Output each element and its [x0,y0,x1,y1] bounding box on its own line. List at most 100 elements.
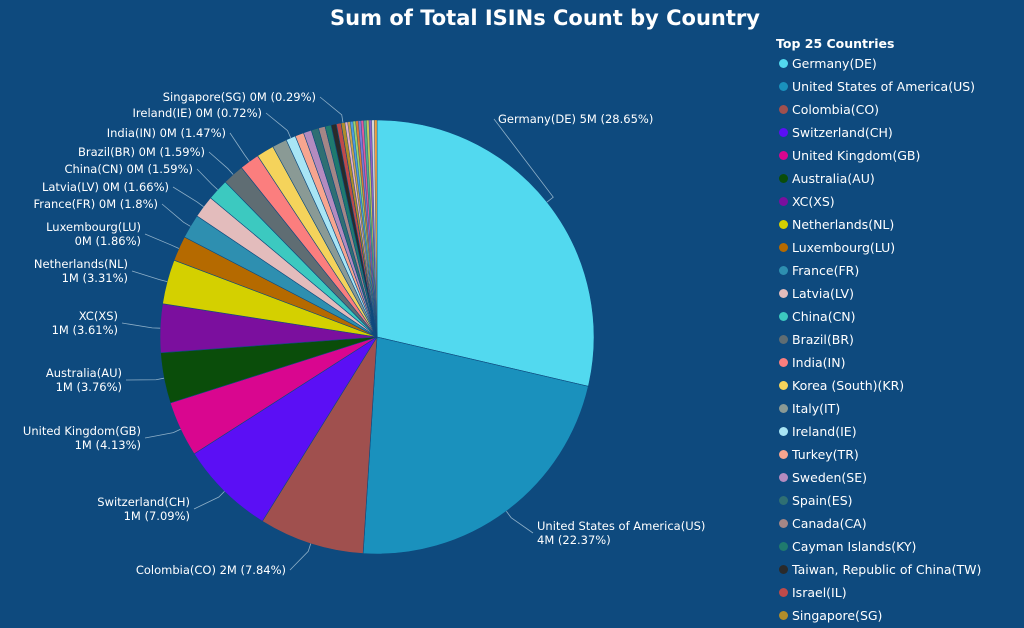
legend-item-cayman-islands-ky[interactable]: Cayman Islands(KY) [776,535,1024,558]
leader-line-germany-de [493,118,554,203]
legend-label: Germany(DE) [792,56,877,71]
legend-swatch [779,266,788,275]
legend-item-china-cn[interactable]: China(CN) [776,305,1024,328]
legend-label: XC(XS) [792,194,835,209]
legend-item-netherlands-nl[interactable]: Netherlands(NL) [776,213,1024,236]
legend-item-sweden-se[interactable]: Sweden(SE) [776,466,1024,489]
slice-label-india-in: India(IN) 0M (1.47%) [107,126,226,140]
leader-line-latvia-lv [172,186,204,208]
legend-label: China(CN) [792,309,856,324]
legend-label: United Kingdom(GB) [792,148,921,163]
slice-label-colombia-co: Colombia(CO) 2M (7.84%) [136,563,286,577]
pie-slice-united-states-of-america-us[interactable] [362,336,589,555]
leader-line-xc-xs [121,322,161,329]
legend-label: Ireland(IE) [792,424,857,439]
leader-line-france-fr [161,203,191,227]
legend-label: Luxembourg(LU) [792,240,896,255]
legend-label: Latvia(LV) [792,286,854,301]
pie-slice-colombia-co[interactable] [261,336,378,554]
legend-item-united-kingdom-gb[interactable]: United Kingdom(GB) [776,144,1024,167]
legend-list: Germany(DE) United States of America(US) C… [776,52,1024,627]
slice-label-xc-xs: XC(XS) 1M (3.61%) [52,309,118,337]
slice-label-germany-de: Germany(DE) 5M (28.65%) [498,112,653,126]
legend-swatch [779,450,788,459]
legend-swatch [779,565,788,574]
legend-swatch [779,473,788,482]
legend-item-united-states-of-america-us[interactable]: United States of America(US) [776,75,1024,98]
legend-item-france-fr[interactable]: France(FR) [776,259,1024,282]
pie-slice-other[interactable] [374,119,378,338]
legend-item-turkey-tr[interactable]: Turkey(TR) [776,443,1024,466]
legend-title: Top 25 Countries [776,36,895,51]
slice-label-united-kingdom-gb: United Kingdom(GB) 1M (4.13%) [23,424,141,452]
slice-label-ireland-ie: Ireland(IE) 0M (0.72%) [133,106,262,120]
legend-item-xc-xs[interactable]: XC(XS) [776,190,1024,213]
slice-label-singapore-sg: Singapore(SG) 0M (0.29%) [163,90,316,104]
legend-label: Sweden(SE) [792,470,867,485]
legend-label: Netherlands(NL) [792,217,895,232]
legend-label: India(IN) [792,355,846,370]
legend-item-colombia-co[interactable]: Colombia(CO) [776,98,1024,121]
legend-item-spain-es[interactable]: Spain(ES) [776,489,1024,512]
legend-item-germany-de[interactable]: Germany(DE) [776,52,1024,75]
legend-item-taiwan-republic-of-china-tw[interactable]: Taiwan, Republic of China(TW) [776,558,1024,581]
legend-swatch [779,243,788,252]
legend-label: Brazil(BR) [792,332,854,347]
legend-item-korea-south-kr[interactable]: Korea (South)(KR) [776,374,1024,397]
leader-line-united-states-of-america-us [506,510,534,534]
legend-item-brazil-br[interactable]: Brazil(BR) [776,328,1024,351]
legend-item-ireland-ie[interactable]: Ireland(IE) [776,420,1024,443]
legend-swatch [779,105,788,114]
legend-label: Korea (South)(KR) [792,378,905,393]
legend-swatch [779,128,788,137]
leader-line-singapore-sg [319,96,344,123]
legend-item-latvia-lv[interactable]: Latvia(LV) [776,282,1024,305]
legend-label: Taiwan, Republic of China(TW) [792,562,982,577]
legend-label: Singapore(SG) [792,608,883,623]
leader-line-china-cn [196,168,218,190]
legend-label: France(FR) [792,263,860,278]
legend-label: Australia(AU) [792,171,875,186]
legend-label: Switzerland(CH) [792,125,893,140]
leader-lines [121,96,554,571]
legend-item-australia-au[interactable]: Australia(AU) [776,167,1024,190]
legend-swatch [779,59,788,68]
legend-swatch [779,611,788,620]
legend-item-italy-it[interactable]: Italy(IT) [776,397,1024,420]
slice-label-brazil-br: Brazil(BR) 0M (1.59%) [78,145,205,159]
legend-swatch [779,151,788,160]
leader-line-colombia-co [289,543,312,571]
legend-swatch [779,358,788,367]
legend-swatch [779,197,788,206]
pie-slices [159,119,595,555]
legend-item-luxembourg-lu[interactable]: Luxembourg(LU) [776,236,1024,259]
legend-swatch [779,542,788,551]
slice-label-china-cn: China(CN) 0M (1.59%) [64,162,193,176]
pie-slice-germany-de[interactable] [376,119,595,387]
leader-line-australia-au [125,377,165,381]
legend-label: Canada(CA) [792,516,867,531]
legend-swatch [779,404,788,413]
chart-title: Sum of Total ISINs Count by Country [330,6,760,30]
slice-label-france-fr: France(FR) 0M (1.8%) [33,197,158,211]
slice-label-latvia-lv: Latvia(LV) 0M (1.66%) [42,180,169,194]
legend-label: Turkey(TR) [792,447,859,462]
legend-swatch [779,496,788,505]
legend-item-india-in[interactable]: India(IN) [776,351,1024,374]
leader-line-india-in [229,132,250,162]
leader-line-ireland-ie [265,112,292,139]
slice-label-united-states-of-america-us: United States of America(US) 4M (22.37%) [537,519,705,547]
legend-swatch [779,312,788,321]
leader-line-luxembourg-lu [144,233,180,249]
leader-line-switzerland-ch [193,491,225,510]
legend-item-israel-il[interactable]: Israel(IL) [776,581,1024,604]
legend-item-canada-ca[interactable]: Canada(CA) [776,512,1024,535]
legend-item-singapore-sg[interactable]: Singapore(SG) [776,604,1024,627]
legend-item-switzerland-ch[interactable]: Switzerland(CH) [776,121,1024,144]
legend-label: Colombia(CO) [792,102,880,117]
legend-swatch [779,519,788,528]
leader-line-brazil-br [208,151,234,175]
legend-swatch [779,381,788,390]
legend-swatch [779,220,788,229]
